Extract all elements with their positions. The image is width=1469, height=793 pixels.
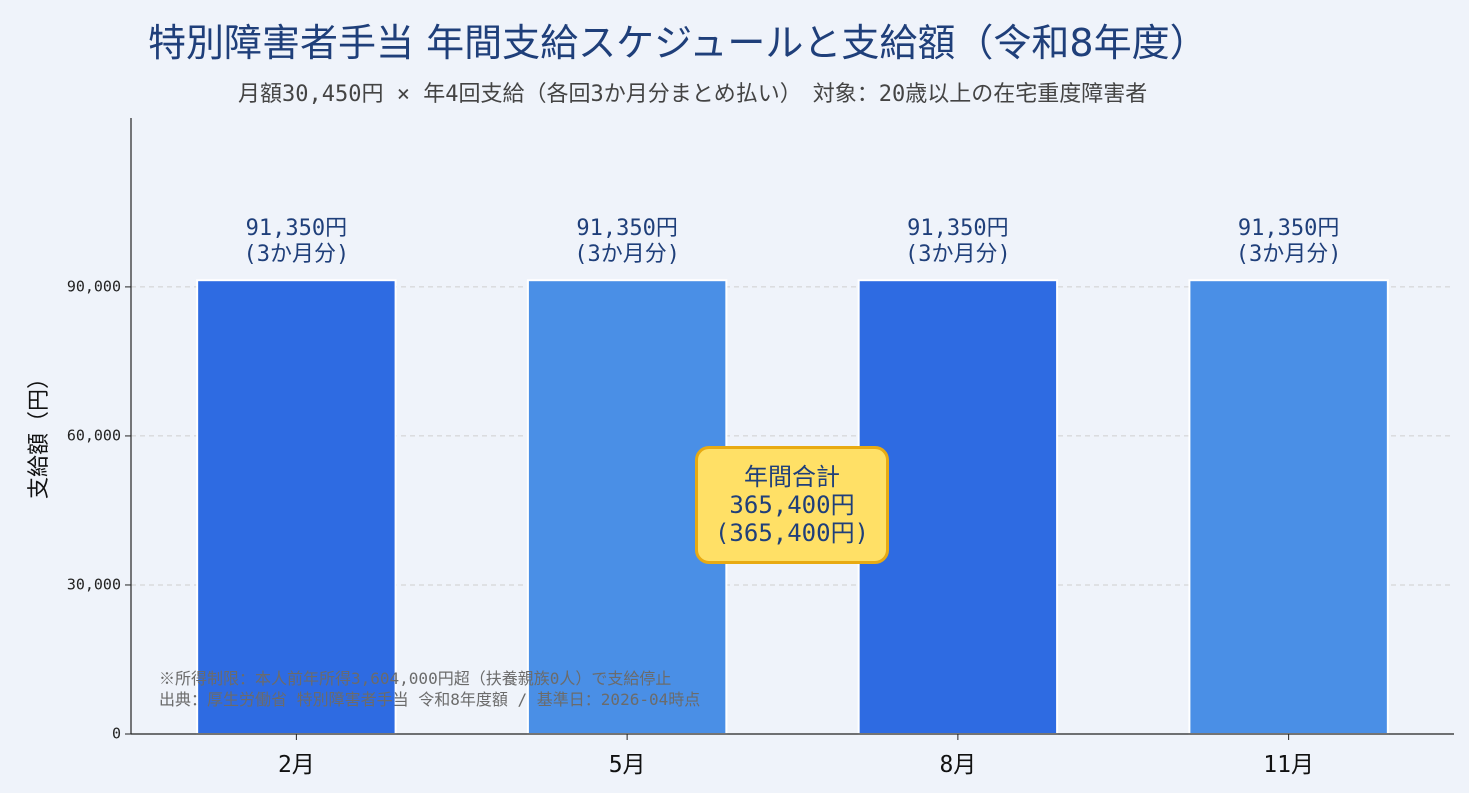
annual-total-amount: 365,400円 xyxy=(729,491,855,519)
y-axis-label: 支給額（円） xyxy=(27,367,52,499)
y-tick-label: 90,000 xyxy=(67,277,121,295)
x-tick-label: 2月 xyxy=(278,752,315,778)
bar-period-label: (3か月分) xyxy=(574,242,680,267)
y-tick-label: 30,000 xyxy=(67,575,121,593)
chart-title: 特別障害者手当 年間支給スケジュールと支給額（令和8年度） xyxy=(148,21,1208,65)
chart-subtitle: 月額30,450円 × 年4回支給（各回3か月分まとめ払い） 対象：20歳以上の… xyxy=(238,82,1148,107)
bar-period-label: (3か月分) xyxy=(905,242,1011,267)
axes: 0 30,000 60,000 90,000 2月 5月 8月 11月 xyxy=(67,118,1454,778)
bars xyxy=(196,279,1389,735)
bar-period-label: (3か月分) xyxy=(1236,242,1342,267)
x-tick-label: 5月 xyxy=(609,752,646,778)
annual-total-annotation: 年間合計 365,400円 (365,400円) xyxy=(695,446,889,564)
y-tick-label: 0 xyxy=(112,725,121,743)
bar-period-label: (3か月分) xyxy=(244,242,350,267)
bar-labels: 91,350円(3か月分)91,350円(3か月分)91,350円(3か月分)9… xyxy=(244,216,1342,267)
annual-total-title: 年間合計 xyxy=(744,463,840,491)
annual-total-sub: (365,400円) xyxy=(714,519,870,547)
bar-amount-label: 91,350円 xyxy=(246,216,347,241)
bar-amount-label: 91,350円 xyxy=(576,216,677,241)
income-limit-note: ※所得制限：本人前年所得3,604,000円超（扶養親族0人）で支給停止 xyxy=(159,669,671,688)
bar-amount-label: 91,350円 xyxy=(1238,216,1339,241)
y-tick-label: 60,000 xyxy=(67,426,121,444)
source-note: 出典：厚生労働省 特別障害者手当 令和8年度額 / 基準日：2026-04時点 xyxy=(159,690,700,709)
bar-4 xyxy=(1188,279,1389,735)
bar-1 xyxy=(196,279,397,735)
x-tick-label: 11月 xyxy=(1263,752,1314,778)
bar-amount-label: 91,350円 xyxy=(907,216,1008,241)
x-tick-label: 8月 xyxy=(939,752,976,778)
